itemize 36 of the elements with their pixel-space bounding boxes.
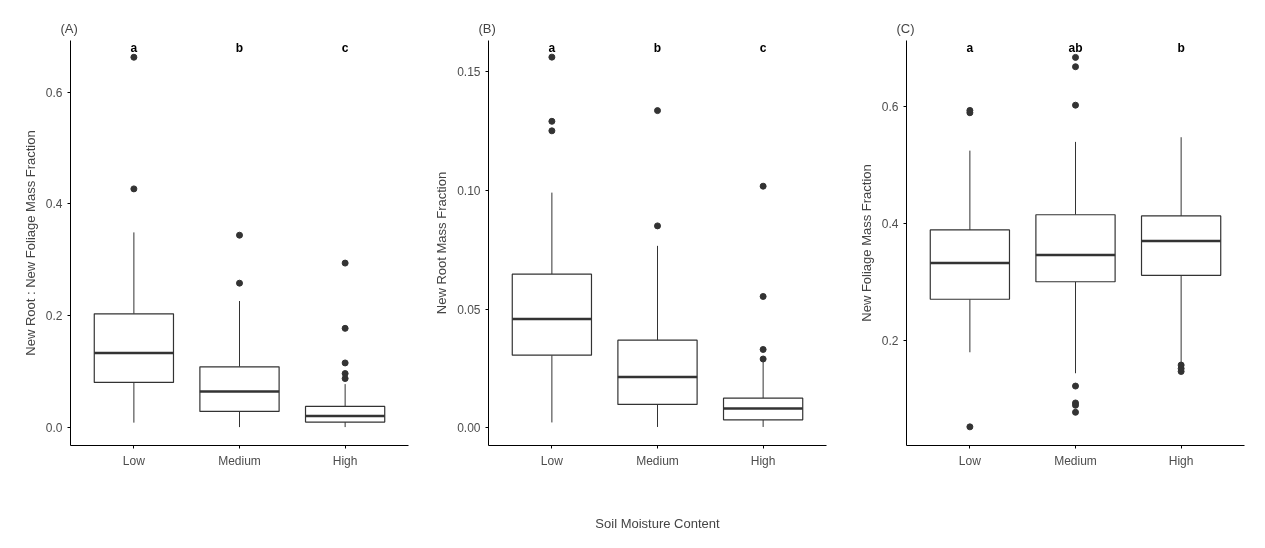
y-axis-title: New Root Mass Fraction: [434, 171, 450, 315]
y-tick-label: 0.6: [881, 100, 899, 115]
x-tick-label: Low: [540, 453, 564, 468]
y-tick-label: 0.10: [457, 183, 481, 198]
annotation: b: [653, 40, 662, 55]
chart-title: (B): [478, 20, 496, 36]
y-axis-title: New Foliage Mass Fraction: [858, 164, 874, 322]
x-tick-label: Low: [122, 453, 146, 468]
x-tick-label: High: [332, 453, 358, 468]
x-tick-label: Medium: [636, 453, 679, 468]
x-axis-title: Soil Moisture Content: [595, 515, 721, 531]
annotation: a: [966, 40, 974, 55]
y-tick-label: 0.6: [45, 85, 63, 100]
x-tick-label: Low: [958, 453, 982, 468]
x-tick-label: High: [1168, 453, 1194, 468]
annotation: b: [1177, 40, 1185, 55]
x-tick-label: Medium: [218, 453, 261, 468]
y-axis-title: New Root : New Foliage Mass Fraction: [22, 130, 38, 356]
annotation: a: [130, 40, 138, 55]
y-tick-label: 0.15: [457, 64, 481, 79]
annotation: c: [759, 40, 767, 55]
y-tick-label: 0.4: [45, 197, 63, 212]
chart-title: (C): [896, 20, 915, 36]
annotation: a: [548, 40, 556, 55]
annotation: ab: [1068, 40, 1083, 55]
annotation: b: [235, 40, 244, 55]
y-tick-label: 0.00: [457, 421, 481, 436]
y-tick-label: 0.2: [881, 333, 899, 348]
chart-title: (A): [60, 20, 78, 36]
y-tick-label: 0.2: [45, 309, 63, 324]
y-tick-label: 0.4: [881, 216, 899, 231]
x-tick-label: High: [750, 453, 776, 468]
y-tick-label: 0.05: [457, 302, 481, 317]
annotation: c: [341, 40, 349, 55]
x-tick-label: Medium: [1054, 453, 1097, 468]
y-tick-label: 0.0: [45, 420, 63, 435]
